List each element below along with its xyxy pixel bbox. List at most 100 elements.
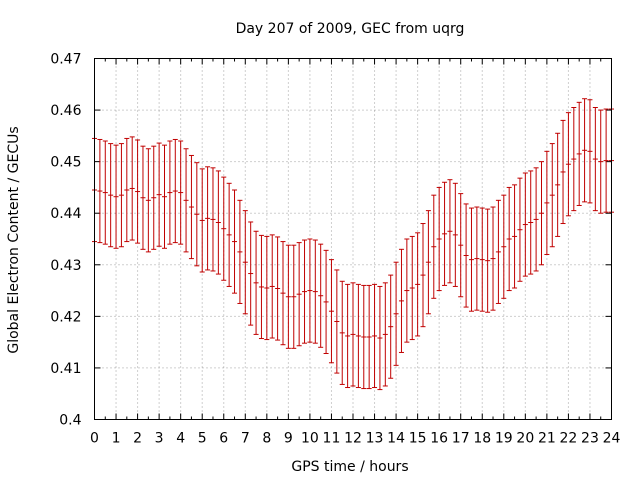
data-point [538,161,544,266]
data-point [291,244,297,349]
data-point [280,241,286,346]
data-point [194,162,200,267]
x-tick-label: 1 [112,431,121,447]
data-point [603,108,609,213]
data-point [555,132,561,237]
x-tick-label: 10 [301,431,319,447]
data-point [447,179,453,284]
data-point [485,208,491,313]
y-tick-label: 0.46 [50,103,81,119]
data-point [167,140,173,245]
data-point [232,189,238,294]
y-tick-label: 0.4 [59,413,81,429]
data-point [275,236,281,341]
x-tick-label: 11 [323,431,341,447]
data-point [549,143,555,248]
data-point [393,261,399,366]
x-tick-label: 14 [387,431,405,447]
data-point [302,239,308,344]
data-point [113,144,119,249]
data-point [501,194,507,299]
x-tick-label: 8 [262,431,271,447]
data-point [151,145,157,250]
data-point [479,207,485,312]
data-point [129,136,135,241]
x-tick-label: 9 [284,431,293,447]
y-tick-label: 0.47 [50,52,81,68]
data-point [140,145,146,250]
data-point [458,193,464,298]
data-point [442,181,448,286]
x-tick-label: 21 [538,431,556,447]
y-tick-label: 0.44 [50,206,81,222]
data-point [183,148,189,253]
x-tick-label: 12 [344,431,362,447]
data-point [372,283,378,389]
data-point [312,239,318,344]
data-point [398,248,404,353]
data-point [237,199,243,304]
data-point [404,238,410,343]
data-point [334,269,340,374]
data-point [242,210,248,315]
plot-frame [94,58,612,420]
data-point [118,143,124,248]
x-tick-label: 16 [430,431,448,447]
data-point [253,230,259,335]
data-point [409,235,415,341]
y-tick-label: 0.43 [50,258,81,274]
x-tick-label: 17 [452,431,470,447]
data-point [323,249,329,354]
labels-layer: 0 1 2 3 4 5 6 7 8 9 10 11 12 13 14 15 16 17 18 19 20 21 22 23 24… [50,52,620,447]
data-point [97,138,103,244]
data-point [576,101,582,206]
x-tick-label: 20 [516,431,534,447]
series-layer [92,98,614,391]
data-point [522,172,528,277]
data-point [124,137,130,243]
data-point [221,176,227,281]
data-point [565,112,571,217]
data-point [145,148,151,253]
data-point [420,223,426,328]
data-point [468,207,474,312]
data-point [215,170,221,275]
x-tick-label: 5 [198,431,207,447]
x-tick-label: 22 [560,431,578,447]
data-point [156,142,162,247]
x-tick-label: 23 [581,431,599,447]
data-point [285,244,291,349]
x-tick-label: 19 [495,431,513,447]
data-point [587,99,593,204]
data-point [415,232,421,337]
data-point [205,166,211,271]
data-point [490,206,496,311]
data-point [135,139,141,244]
data-point [544,150,550,255]
data-point [495,199,501,304]
data-point [582,98,588,203]
data-point [592,106,598,212]
y-tick-label: 0.42 [50,309,81,325]
data-point [162,144,168,249]
x-tick-label: 4 [176,431,185,447]
data-point [328,259,334,364]
y-axis-label: Global Electron Content / GECUs [6,126,22,353]
data-point [452,182,458,287]
data-point [506,186,512,292]
x-tick-label: 0 [90,431,99,447]
data-point [388,274,394,379]
x-tick-label: 18 [473,431,491,447]
data-point [571,106,577,212]
data-point [339,280,345,385]
data-point [318,243,324,348]
data-point [377,285,383,391]
data-point [178,140,184,245]
data-point [172,138,178,244]
data-point [264,235,270,341]
data-point [463,203,469,308]
data-point [210,167,216,272]
x-tick-label: 6 [219,431,228,447]
data-point [345,283,351,389]
data-point [226,182,232,287]
